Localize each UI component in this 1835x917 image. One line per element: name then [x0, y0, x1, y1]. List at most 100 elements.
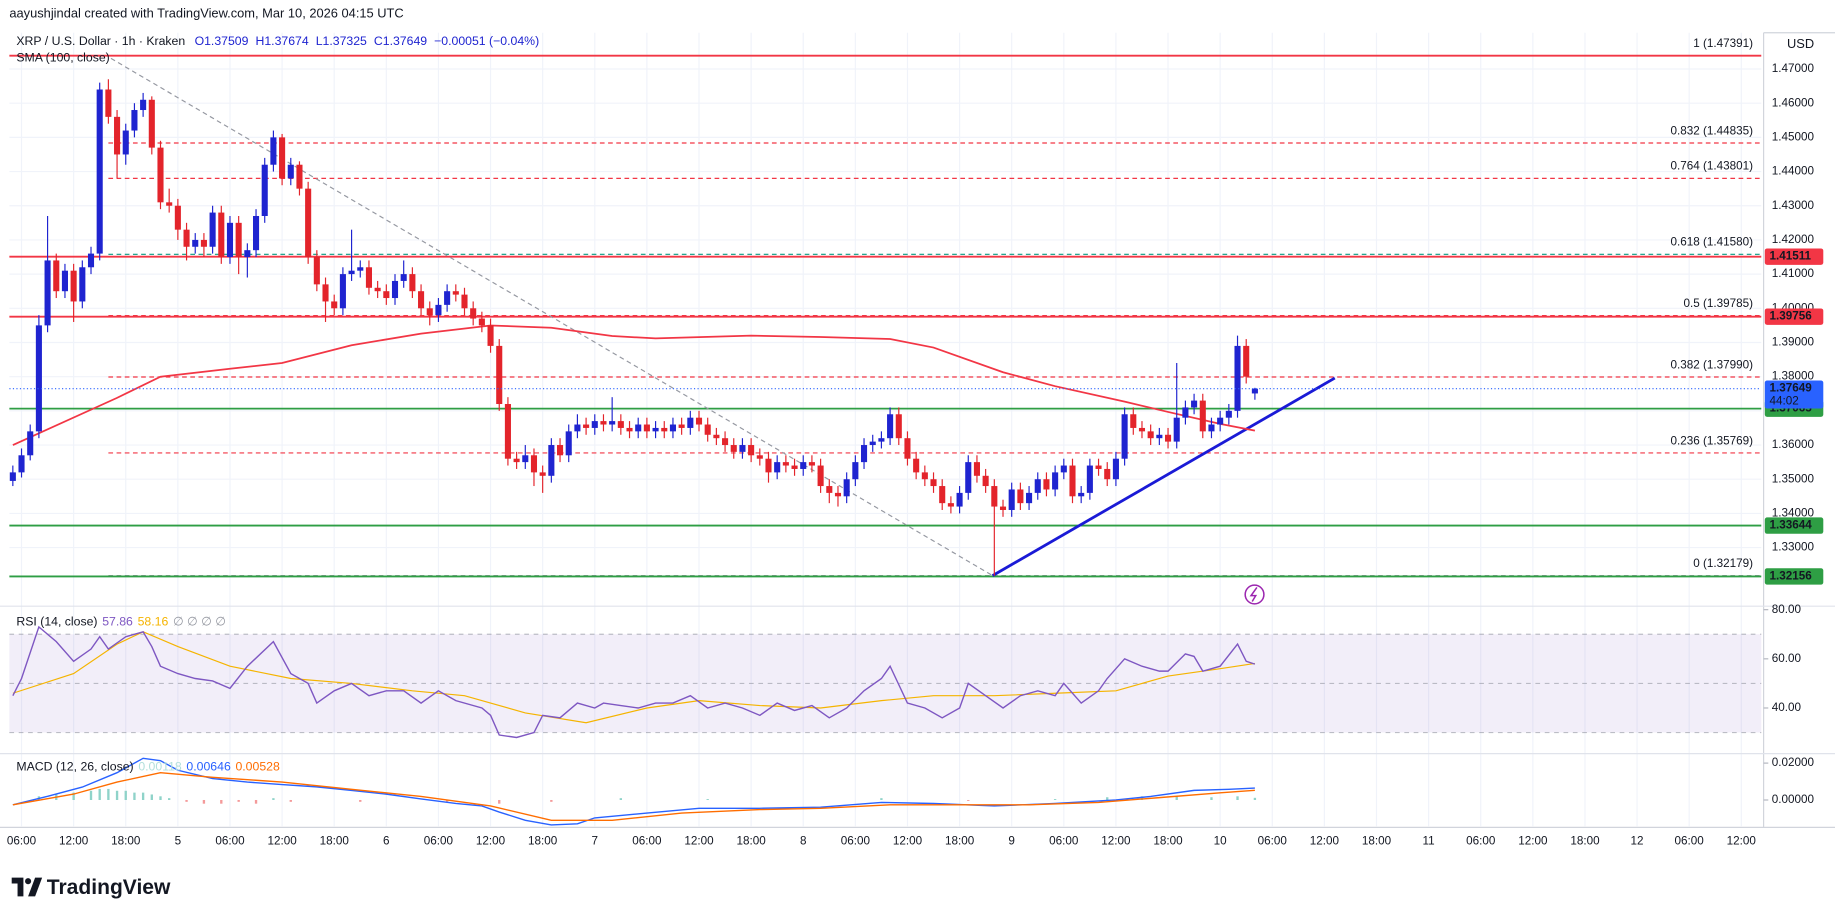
- macd-histogram-bar: [159, 796, 162, 800]
- candle-body: [1104, 468, 1111, 480]
- candle-body: [339, 274, 346, 309]
- x-tick-label: 12:00: [684, 834, 714, 847]
- macd-histogram-bar: [254, 799, 258, 804]
- y-tick-label: 1.47000: [1772, 62, 1815, 75]
- candle-body: [200, 239, 207, 247]
- candle-body: [765, 458, 772, 473]
- candle-body: [148, 99, 155, 148]
- x-tick-label: 06:00: [1466, 834, 1496, 847]
- symbol-line: XRP / U.S. Dollar · 1h · Kraken O1.37509 H…: [16, 34, 539, 48]
- logo-mark: [11, 877, 24, 897]
- candle-body: [252, 215, 260, 251]
- candle-body: [539, 472, 546, 476]
- candle-body: [548, 445, 555, 476]
- candle-body: [774, 462, 781, 473]
- candle-body: [1191, 400, 1198, 408]
- candle-body: [782, 462, 789, 466]
- rsi-placeholders: ∅ ∅ ∅ ∅: [173, 615, 226, 629]
- x-tick-label: 18:00: [945, 834, 975, 847]
- candle-body: [261, 164, 268, 216]
- candle-body: [44, 260, 51, 326]
- candle-body: [713, 434, 720, 439]
- candle-body: [409, 274, 416, 292]
- candle-body: [374, 287, 381, 292]
- macd-histogram-bar: [1236, 796, 1239, 800]
- candle-body: [1138, 427, 1146, 432]
- candle-body: [817, 465, 824, 487]
- price-label-box: [1764, 248, 1824, 265]
- countdown: 44:02: [1769, 395, 1798, 408]
- x-tick-label: 12: [1631, 834, 1644, 847]
- y-tick-label: 1.46000: [1772, 96, 1815, 109]
- y-tick-label: 0.02000: [1772, 756, 1815, 769]
- candle-body: [635, 424, 642, 432]
- macd-histogram-bar: [72, 792, 75, 800]
- candle-body: [218, 212, 225, 258]
- candle-body: [192, 239, 199, 247]
- candle-body: [930, 479, 937, 487]
- candle-body: [1095, 465, 1102, 469]
- candle-body: [965, 462, 972, 493]
- candle-body: [887, 414, 894, 439]
- candle-body: [1182, 407, 1189, 418]
- x-tick-label: 12:00: [1310, 834, 1340, 847]
- y-tick-label: 1.44000: [1772, 165, 1815, 178]
- macd-line: [12, 772, 1255, 822]
- candle-body: [140, 99, 147, 111]
- attribution: aayushjindal created with TradingView.co…: [9, 5, 403, 20]
- rsi-line: [12, 625, 1256, 739]
- symbol: XRP / U.S. Dollar · 1h · Kraken: [16, 34, 185, 48]
- change-value: −0.00051 (−0.04%): [434, 34, 539, 48]
- candle-body: [1034, 479, 1041, 493]
- candle-body: [313, 257, 320, 285]
- y-tick-label: 40.00: [1772, 701, 1802, 714]
- candle-body: [235, 222, 242, 258]
- candle-body: [583, 424, 590, 428]
- candle-body: [1121, 414, 1128, 459]
- candle-body: [1208, 424, 1215, 432]
- candle-body: [1043, 479, 1050, 490]
- macd-histogram-bar: [89, 790, 93, 800]
- candle-body: [730, 445, 737, 452]
- candle-body: [722, 438, 729, 446]
- x-tick-label: 18:00: [320, 834, 350, 847]
- logo[interactable]: TradingView: [11, 876, 171, 899]
- x-tick-label: 12:00: [1518, 834, 1548, 847]
- fib-label: 0.236 (1.35769): [1671, 434, 1754, 447]
- macd-histogram-bar: [272, 798, 275, 800]
- logo-mark: [28, 877, 43, 897]
- candle-body: [574, 424, 581, 432]
- current-price-box: [1764, 380, 1824, 409]
- price-label: 1.32156: [1769, 570, 1812, 583]
- x-tick-label: 06:00: [1675, 834, 1705, 847]
- candle-body: [999, 506, 1007, 510]
- y-tick-label: 1.38000: [1772, 370, 1815, 383]
- candle-body: [791, 465, 798, 469]
- candle-body: [157, 147, 164, 203]
- candle-body: [895, 414, 902, 439]
- candle-body: [331, 301, 338, 309]
- replay-icon[interactable]: [1244, 584, 1265, 605]
- candle-body: [869, 441, 876, 446]
- candle-body: [1060, 465, 1067, 473]
- signal-value: 0.00528: [235, 760, 280, 774]
- candle-body: [287, 164, 294, 179]
- icon-ring: [1244, 584, 1265, 605]
- y-tick-label: 1.33000: [1772, 541, 1815, 554]
- x-tick-label: 12:00: [59, 834, 89, 847]
- candle-body: [244, 250, 251, 258]
- candle-body: [444, 291, 451, 305]
- x-tick-label: 12:00: [893, 834, 923, 847]
- candle-body: [426, 308, 433, 316]
- price-label: 1.39756: [1769, 310, 1812, 323]
- candle-body: [322, 284, 329, 302]
- macd-histogram-bar: [1106, 797, 1109, 800]
- candle-body: [1017, 489, 1024, 504]
- candle-body: [860, 445, 868, 463]
- candle-body: [400, 274, 407, 281]
- candle-body: [530, 455, 538, 473]
- candle-body: [279, 137, 286, 179]
- close-value: C1.37649: [374, 34, 427, 48]
- rsi-value: 57.86: [102, 615, 133, 629]
- high-value: H1.37674: [255, 34, 308, 48]
